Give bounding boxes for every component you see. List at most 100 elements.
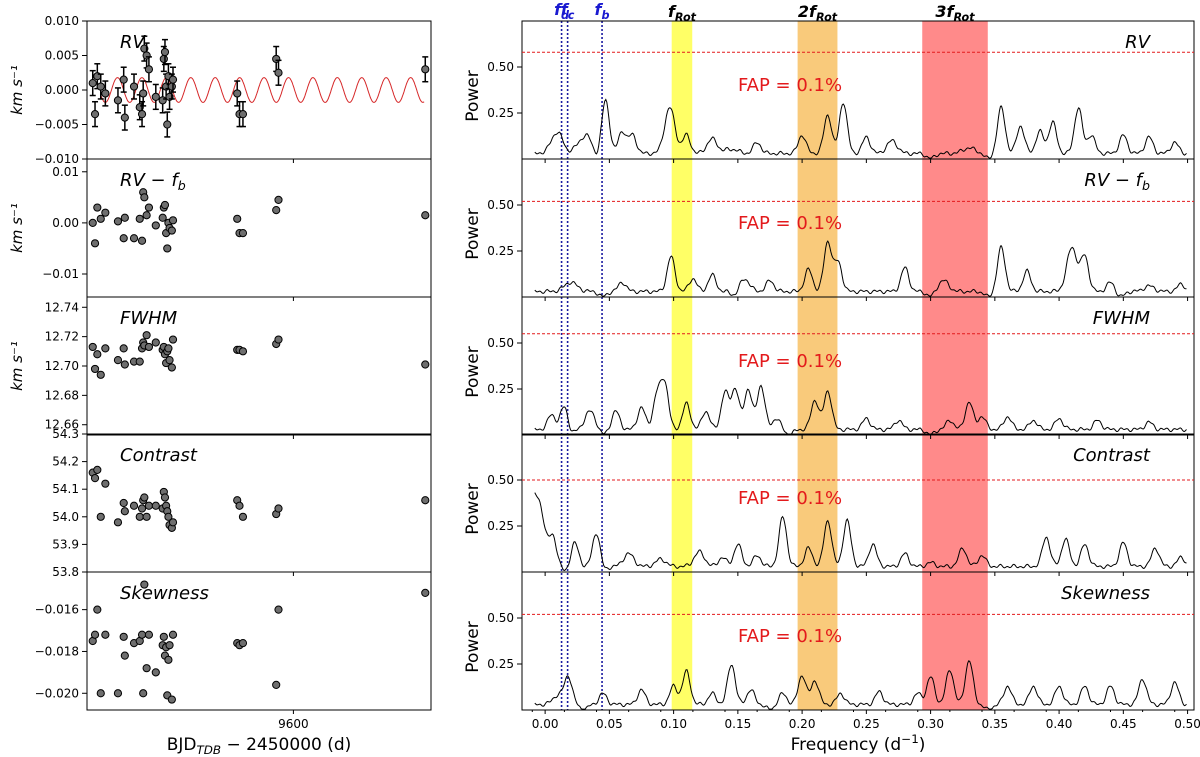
y-axis-label: Power (463, 208, 483, 259)
data-point (274, 195, 283, 204)
data-point (235, 501, 244, 510)
periodogram-curve (534, 492, 1187, 571)
planet-label: fd (554, 0, 570, 22)
x-tick-label: 0.40 (1046, 717, 1073, 731)
x-tick-label: 0.25 (853, 717, 880, 731)
data-point (120, 360, 129, 369)
data-point (139, 89, 148, 98)
data-point (151, 92, 160, 102)
data-point (88, 79, 97, 88)
data-point (164, 512, 173, 521)
y-tick-label: 0.25 (487, 382, 514, 396)
data-point (119, 75, 128, 84)
fap-label: FAP = 0.1% (738, 75, 842, 96)
data-point (135, 512, 144, 521)
data-point (120, 113, 129, 122)
data-point (238, 638, 248, 648)
axes-frame (521, 571, 1195, 711)
periodogram-curve (534, 240, 1187, 297)
data-point (233, 214, 242, 223)
data-point (101, 479, 110, 488)
x-tick-label: 0.30 (917, 717, 944, 731)
x-tick-label: 0.00 (532, 717, 559, 731)
data-point (119, 498, 128, 508)
data-point (167, 82, 176, 91)
data-point (421, 65, 430, 74)
data-point (151, 338, 160, 347)
x-tick-label: 0.05 (596, 717, 623, 731)
left-subplot-skewness: −0.020 −0.018 −0.016 9600 Skewness (35, 571, 432, 731)
data-point (168, 75, 178, 84)
data-point (90, 474, 100, 483)
x-tick-label: 9600 (278, 717, 309, 731)
data-point (135, 214, 144, 223)
data-point (90, 364, 100, 374)
data-point (120, 651, 129, 660)
left-subplot-rv-f-b: −0.01 0.00 0.01 RV − fb km s⁻¹ (8, 158, 432, 301)
planet-label: fc (561, 0, 575, 22)
data-point (160, 493, 170, 502)
data-point (144, 65, 154, 74)
fap-label: FAP = 0.1% (738, 488, 842, 509)
left-x-axis-label: BJDTDB − 2450000 (d) (167, 735, 352, 757)
data-point (142, 512, 151, 521)
y-tick-label: 12.72 (45, 330, 79, 344)
data-point (238, 512, 248, 521)
data-point (238, 229, 248, 238)
data-point (168, 518, 178, 527)
data-point (164, 344, 173, 353)
data-point (142, 664, 151, 673)
left-subplot-fwhm: 12.66 12.68 12.70 12.72 12.74 FWHM km s⁻¹ (8, 296, 432, 439)
y-axis-label: km s⁻¹ (8, 341, 26, 391)
data-point (139, 689, 148, 698)
data-point (142, 331, 151, 340)
y-tick-label: 0.50 (487, 60, 514, 74)
y-axis-label: Power (463, 346, 483, 397)
data-point (238, 347, 248, 356)
data-point (113, 356, 123, 365)
periodogram-label: RV (1125, 32, 1152, 53)
y-tick-label: −0.020 (35, 686, 79, 700)
data-point (137, 110, 147, 119)
data-point (113, 217, 123, 226)
data-point (421, 496, 430, 505)
data-point (151, 221, 160, 230)
data-point (160, 200, 170, 210)
y-tick-label: 0.010 (45, 14, 79, 28)
data-point (159, 54, 168, 64)
y-tick-label: 0.50 (487, 473, 514, 487)
x-tick-label: 0.15 (725, 717, 752, 731)
data-point (167, 695, 176, 704)
data-point (120, 213, 129, 222)
y-axis-label: km s⁻¹ (8, 65, 26, 115)
data-point (96, 512, 105, 521)
data-point (90, 239, 100, 248)
data-point (96, 214, 105, 223)
periodogram-label: Contrast (1073, 445, 1151, 466)
axes-frame (521, 296, 1195, 436)
data-point (129, 234, 139, 243)
data-point (274, 504, 283, 513)
y-tick-label: −0.016 (35, 603, 79, 617)
y-tick-label: 0.005 (45, 49, 79, 63)
data-point (238, 110, 248, 119)
fap-label: FAP = 0.1% (738, 626, 842, 647)
data-point (272, 680, 281, 690)
data-point (168, 630, 178, 639)
y-tick-label: 12.70 (45, 359, 79, 373)
y-tick-label: 12.74 (45, 300, 79, 314)
y-tick-label: 0.00 (52, 216, 79, 230)
data-point (88, 342, 97, 352)
periodogram-skewness: 0.25 0.50 0.00 0.05 0.10 0.15 0.20 0.25 0.30 0.35… (463, 571, 1200, 731)
data-point (101, 89, 110, 98)
data-point (90, 630, 100, 639)
y-tick-label: 54.1 (52, 482, 79, 496)
planet-label: fb (595, 0, 610, 22)
y-tick-label: −0.005 (35, 118, 79, 132)
y-tick-label: 53.9 (52, 537, 79, 551)
band-3f-rot (922, 21, 988, 710)
data-point (140, 193, 149, 202)
